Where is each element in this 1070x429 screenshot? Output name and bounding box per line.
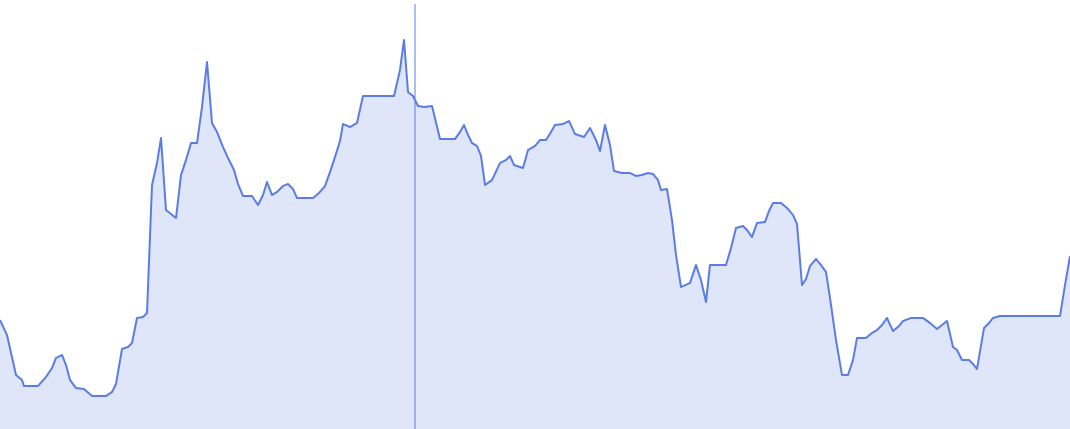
area-fill [0, 40, 1070, 429]
area-line [0, 39, 1070, 397]
